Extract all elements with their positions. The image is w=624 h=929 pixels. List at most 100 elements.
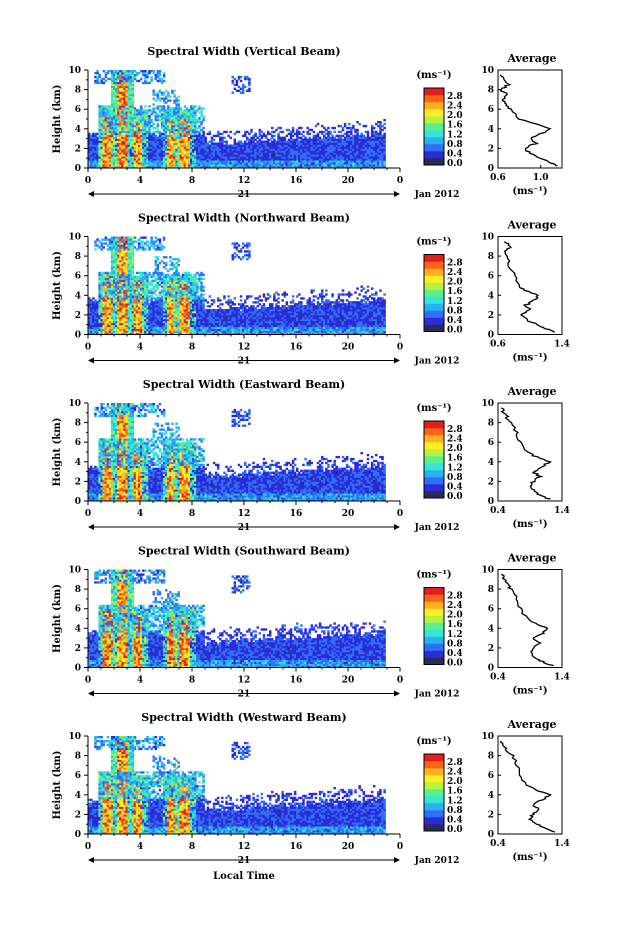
- heatmap-cell: [115, 162, 118, 165]
- heatmap-cell: [115, 81, 118, 85]
- heatmap-cell: [131, 312, 135, 316]
- heatmap-cell: [131, 70, 135, 73]
- heatmap-cell: [227, 144, 230, 147]
- heatmap-cell: [129, 332, 133, 335]
- heatmap-cell: [333, 156, 336, 159]
- heatmap-cell: [90, 142, 93, 145]
- heatmap-cell: [135, 119, 139, 122]
- heatmap-cell: [235, 152, 239, 155]
- heatmap-cell: [115, 93, 118, 96]
- heatmap-cell: [185, 113, 189, 116]
- heatmap-cell: [158, 164, 162, 167]
- heatmap-cell: [237, 150, 241, 153]
- heatmap-cell: [339, 124, 343, 128]
- heatmap-cell: [302, 150, 305, 153]
- heatmap-cell: [112, 265, 116, 269]
- heatmap-cell: [246, 162, 249, 165]
- heatmap-cell: [362, 144, 366, 147]
- heatmap-cell: [90, 314, 93, 318]
- heatmap-cell: [227, 146, 230, 149]
- heatmap-cell: [121, 154, 124, 157]
- heatmap-cell: [112, 252, 116, 255]
- heatmap-cell: [152, 309, 155, 312]
- heatmap-cell: [264, 166, 268, 169]
- heatmap-cell: [119, 146, 122, 149]
- heatmap-cell: [275, 164, 278, 167]
- heatmap-cell: [127, 85, 130, 89]
- heatmap-cell: [318, 146, 322, 149]
- heatmap-cell: [110, 263, 114, 267]
- heatmap-cell: [237, 89, 241, 92]
- heatmap-cell: [123, 126, 126, 130]
- heatmap-cell: [316, 162, 320, 165]
- heatmap-cell: [177, 158, 180, 161]
- heatmap-cell: [127, 136, 130, 139]
- heatmap-cell: [108, 314, 112, 318]
- heatmap-cell: [167, 136, 170, 139]
- heatmap-cell: [331, 162, 334, 165]
- heatmap-cell: [133, 134, 137, 138]
- heatmap-cell: [362, 146, 366, 149]
- heatmap-cell: [121, 330, 124, 333]
- heatmap-cell: [90, 328, 93, 331]
- heatmap-cell: [88, 146, 91, 149]
- heatmap-cell: [144, 134, 147, 138]
- heatmap-cell: [98, 318, 101, 322]
- heatmap-cell: [268, 148, 272, 151]
- heatmap-cell: [310, 154, 314, 157]
- heatmap-cell: [375, 122, 378, 126]
- heatmap-cell: [162, 283, 166, 286]
- heatmap-cell: [90, 309, 93, 312]
- heatmap-cell: [96, 324, 99, 328]
- heatmap-cell: [162, 320, 166, 324]
- heatmap-cell: [314, 150, 318, 153]
- heatmap-cell: [110, 265, 114, 269]
- heatmap-cell: [144, 236, 147, 239]
- heatmap-cell: [148, 303, 151, 306]
- heatmap-cell: [241, 83, 245, 87]
- heatmap-cell: [345, 164, 349, 167]
- heatmap-cell: [154, 158, 158, 161]
- heatmap-cell: [279, 156, 282, 159]
- heatmap-cell: [358, 148, 361, 151]
- heatmap-cell: [233, 160, 237, 163]
- heatmap-cell: [158, 148, 162, 151]
- heatmap-cell: [158, 324, 162, 328]
- heatmap-cell: [117, 154, 120, 157]
- heatmap-cell: [327, 166, 330, 169]
- heatmap-cell: [104, 107, 108, 110]
- heatmap-cell: [177, 103, 180, 106]
- heatmap-cell: [160, 314, 164, 318]
- heatmap-cell: [123, 322, 126, 326]
- heatmap-cell: [381, 154, 384, 157]
- heatmap-cell: [237, 148, 241, 151]
- heatmap-cell: [175, 113, 178, 116]
- heatmap-cell: [298, 144, 301, 147]
- heatmap-cell: [358, 146, 361, 149]
- heatmap-cell: [316, 140, 320, 143]
- heatmap-cell: [123, 328, 126, 331]
- heatmap-cell: [169, 99, 172, 102]
- heatmap-cell: [94, 71, 97, 75]
- heatmap-cell: [115, 103, 118, 106]
- heatmap-cell: [210, 146, 214, 149]
- heatmap-cell: [148, 144, 151, 147]
- heatmap-cell: [140, 299, 143, 302]
- heatmap-cell: [119, 158, 122, 161]
- heatmap-cell: [123, 91, 126, 94]
- heatmap-cell: [106, 142, 110, 145]
- heatmap-cell: [100, 295, 103, 298]
- heatmap-cell: [164, 275, 168, 279]
- heatmap-cell: [162, 238, 166, 241]
- heatmap-cell: [152, 140, 155, 143]
- heatmap-cell: [377, 146, 380, 149]
- heatmap-cell: [246, 160, 249, 163]
- heatmap-cell: [160, 330, 164, 333]
- heatmap-cell: [350, 156, 353, 159]
- heatmap-cell: [208, 162, 212, 165]
- heatmap-cell: [142, 154, 145, 157]
- heatmap-cell: [98, 136, 101, 139]
- heatmap-cell: [312, 154, 316, 157]
- heatmap-cell: [125, 120, 128, 124]
- heatmap-cell: [110, 144, 114, 147]
